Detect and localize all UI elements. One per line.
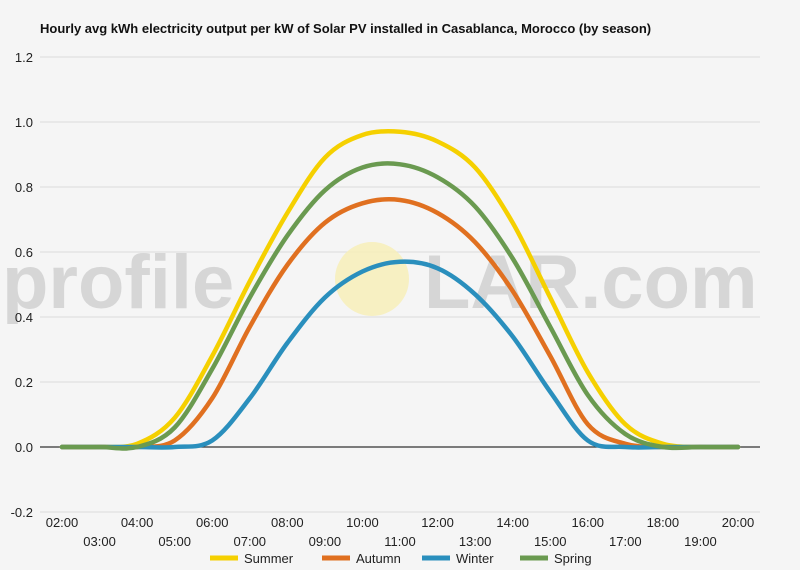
x-tick-label: 11:00 <box>384 534 416 549</box>
series-line-summer <box>59 128 741 450</box>
x-tick-label: 03:00 <box>83 534 116 549</box>
legend-label-winter: Winter <box>456 551 494 566</box>
y-tick-label: 1.0 <box>15 115 33 130</box>
y-tick-label: 0.2 <box>15 375 33 390</box>
y-tick-label: 0.0 <box>15 440 33 455</box>
watermark-text-right: LAR.com <box>424 240 758 325</box>
y-tick-label: -0.2 <box>11 505 33 520</box>
legend-label-spring: Spring <box>554 551 592 566</box>
x-tick-label: 19:00 <box>684 534 717 549</box>
x-tick-label: 14:00 <box>496 515 529 530</box>
legend: Summer Autumn Winter Spring <box>210 551 592 566</box>
x-tick-label: 04:00 <box>121 515 154 530</box>
x-tick-label: 08:00 <box>271 515 304 530</box>
legend-label-autumn: Autumn <box>356 551 401 566</box>
y-tick-label: 0.6 <box>15 245 33 260</box>
series-lines <box>59 128 741 451</box>
y-tick-label: 1.2 <box>15 50 33 65</box>
x-tick-label: 20:00 <box>722 515 755 530</box>
series-line-spring <box>59 161 741 451</box>
x-tick-label: 15:00 <box>534 534 567 549</box>
y-tick-label: 0.8 <box>15 180 33 195</box>
x-tick-label: 09:00 <box>309 534 342 549</box>
series-line-autumn <box>59 197 741 450</box>
y-axis-ticks: 1.2 1.0 0.8 0.6 0.4 0.2 0.0 -0.2 <box>11 50 33 520</box>
x-tick-label: 06:00 <box>196 515 229 530</box>
x-tick-label: 10:00 <box>346 515 379 530</box>
watermark-text-left: profile <box>2 240 234 325</box>
x-tick-label: 18:00 <box>647 515 680 530</box>
x-tick-label: 05:00 <box>158 534 191 549</box>
x-tick-label: 07:00 <box>234 534 267 549</box>
x-axis-ticks: 02:00 03:00 04:00 05:00 06:00 07:00 08:00 09:00… <box>46 515 755 549</box>
x-tick-label: 17:00 <box>609 534 642 549</box>
x-tick-label: 16:00 <box>572 515 605 530</box>
y-tick-label: 0.4 <box>15 310 33 325</box>
chart-title: Hourly avg kWh electricity output per kW… <box>40 21 651 36</box>
x-tick-label: 13:00 <box>459 534 492 549</box>
x-tick-label: 02:00 <box>46 515 79 530</box>
series-line-winter <box>59 259 741 450</box>
x-tick-label: 12:00 <box>421 515 454 530</box>
watermark: profile LAR.com <box>2 240 758 325</box>
legend-label-summer: Summer <box>244 551 294 566</box>
